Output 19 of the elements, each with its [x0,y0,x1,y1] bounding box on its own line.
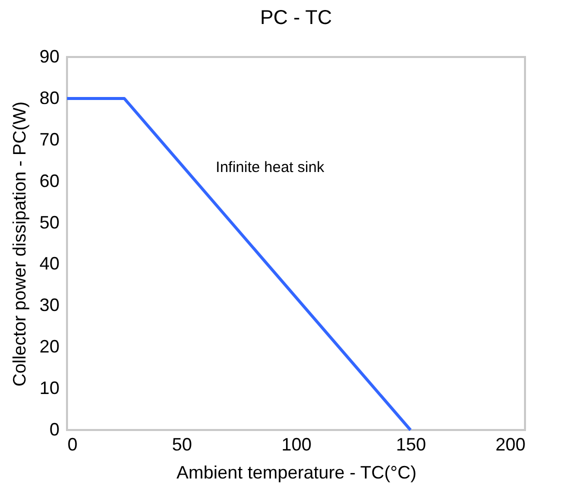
annotation: Infinite heat sink [216,159,325,176]
y-tick-label: 60 [39,170,60,191]
x-tick-label: 0 [68,434,78,454]
x-tick-label: 100 [281,434,312,454]
y-tick-label: 50 [39,212,60,232]
y-tick-label: 30 [39,295,60,316]
y-tick-label: 80 [39,88,60,108]
x-axis-title: Ambient temperature - TC(°C) [176,462,416,482]
y-tick-label: 10 [39,378,60,398]
x-tick-label: 50 [172,434,192,454]
y-tick-label: 40 [39,254,60,274]
x-tick-label: 200 [495,434,526,454]
y-tick-label: 0 [49,420,60,440]
y-tick-label: 70 [39,129,60,150]
x-tick-label: 150 [396,434,426,454]
chart-title: PC - TC [260,7,332,29]
y-axis-title: Collector power dissipation - PC(W) [9,101,30,387]
y-tick-label: 90 [39,46,60,66]
y-tick-label: 20 [39,336,60,357]
